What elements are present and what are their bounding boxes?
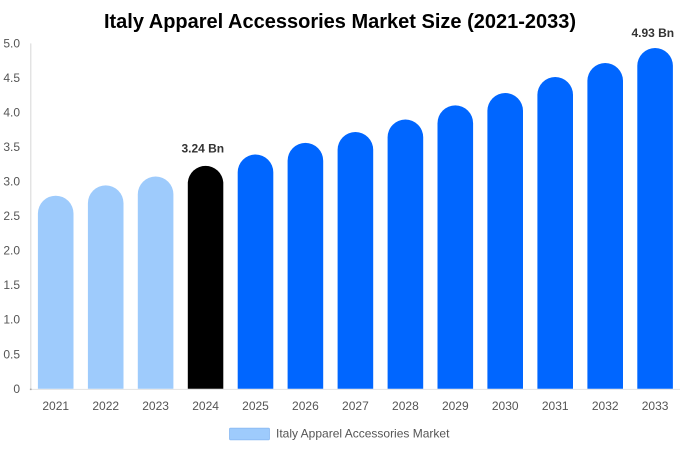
svg-text:0.5: 0.5: [3, 347, 20, 361]
svg-text:2029: 2029: [442, 399, 469, 413]
svg-text:3.24 Bn: 3.24 Bn: [181, 141, 224, 155]
svg-text:2031: 2031: [542, 399, 569, 413]
svg-text:2028: 2028: [392, 399, 419, 413]
svg-text:0: 0: [13, 382, 20, 396]
svg-text:3.5: 3.5: [3, 140, 20, 154]
svg-text:2033: 2033: [642, 399, 669, 413]
svg-text:2030: 2030: [492, 399, 519, 413]
svg-text:4.93 Bn: 4.93 Bn: [631, 26, 674, 40]
svg-text:2025: 2025: [242, 399, 269, 413]
svg-text:2024: 2024: [192, 399, 219, 413]
svg-text:4.5: 4.5: [3, 71, 20, 85]
svg-text:5.0: 5.0: [3, 36, 20, 50]
svg-text:2021: 2021: [42, 399, 69, 413]
svg-text:1.0: 1.0: [3, 313, 20, 327]
svg-text:2026: 2026: [292, 399, 319, 413]
svg-text:2032: 2032: [592, 399, 619, 413]
svg-text:1.5: 1.5: [3, 278, 20, 292]
svg-text:3.0: 3.0: [3, 175, 20, 189]
svg-text:2.0: 2.0: [3, 244, 20, 258]
svg-text:2027: 2027: [342, 399, 369, 413]
svg-text:Italy Apparel Accessories Mark: Italy Apparel Accessories Market: [276, 426, 450, 440]
svg-text:2023: 2023: [142, 399, 169, 413]
svg-text:4.0: 4.0: [3, 105, 20, 119]
svg-text:2022: 2022: [92, 399, 119, 413]
svg-text:Italy Apparel Accessories Mark: Italy Apparel Accessories Market Size (2…: [104, 11, 576, 33]
svg-text:2.5: 2.5: [3, 209, 20, 223]
